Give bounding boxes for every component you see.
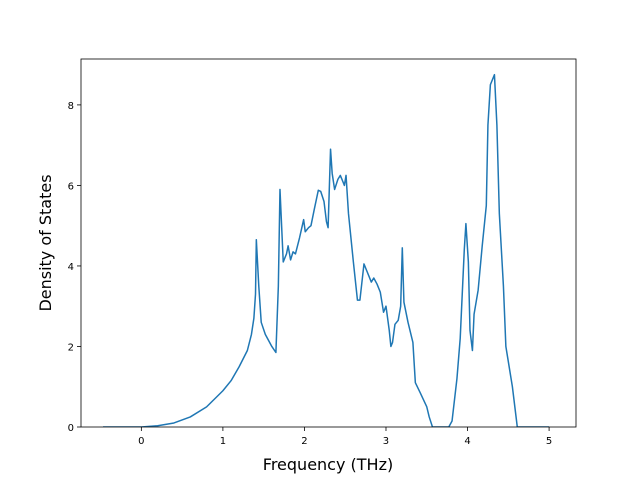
y-tick-label: 8	[68, 101, 74, 112]
x-tick-label: 3	[383, 436, 389, 447]
line	[103, 73, 550, 427]
y-tick-label: 2	[68, 342, 74, 353]
x-tick-label: 1	[220, 436, 226, 447]
x-tick-label: 5	[546, 436, 552, 447]
x-tick-label: 0	[138, 436, 144, 447]
y-axis-label: Density of States	[36, 174, 55, 311]
y-tick-label: 0	[68, 423, 74, 434]
y-tick-label: 6	[68, 181, 74, 192]
x-tick-label: 4	[464, 436, 470, 447]
x-tick-label: 2	[301, 436, 307, 447]
y-tick-label: 4	[68, 262, 74, 273]
x-axis-label: Frequency (THz)	[263, 455, 393, 474]
plot-frame	[80, 58, 577, 428]
